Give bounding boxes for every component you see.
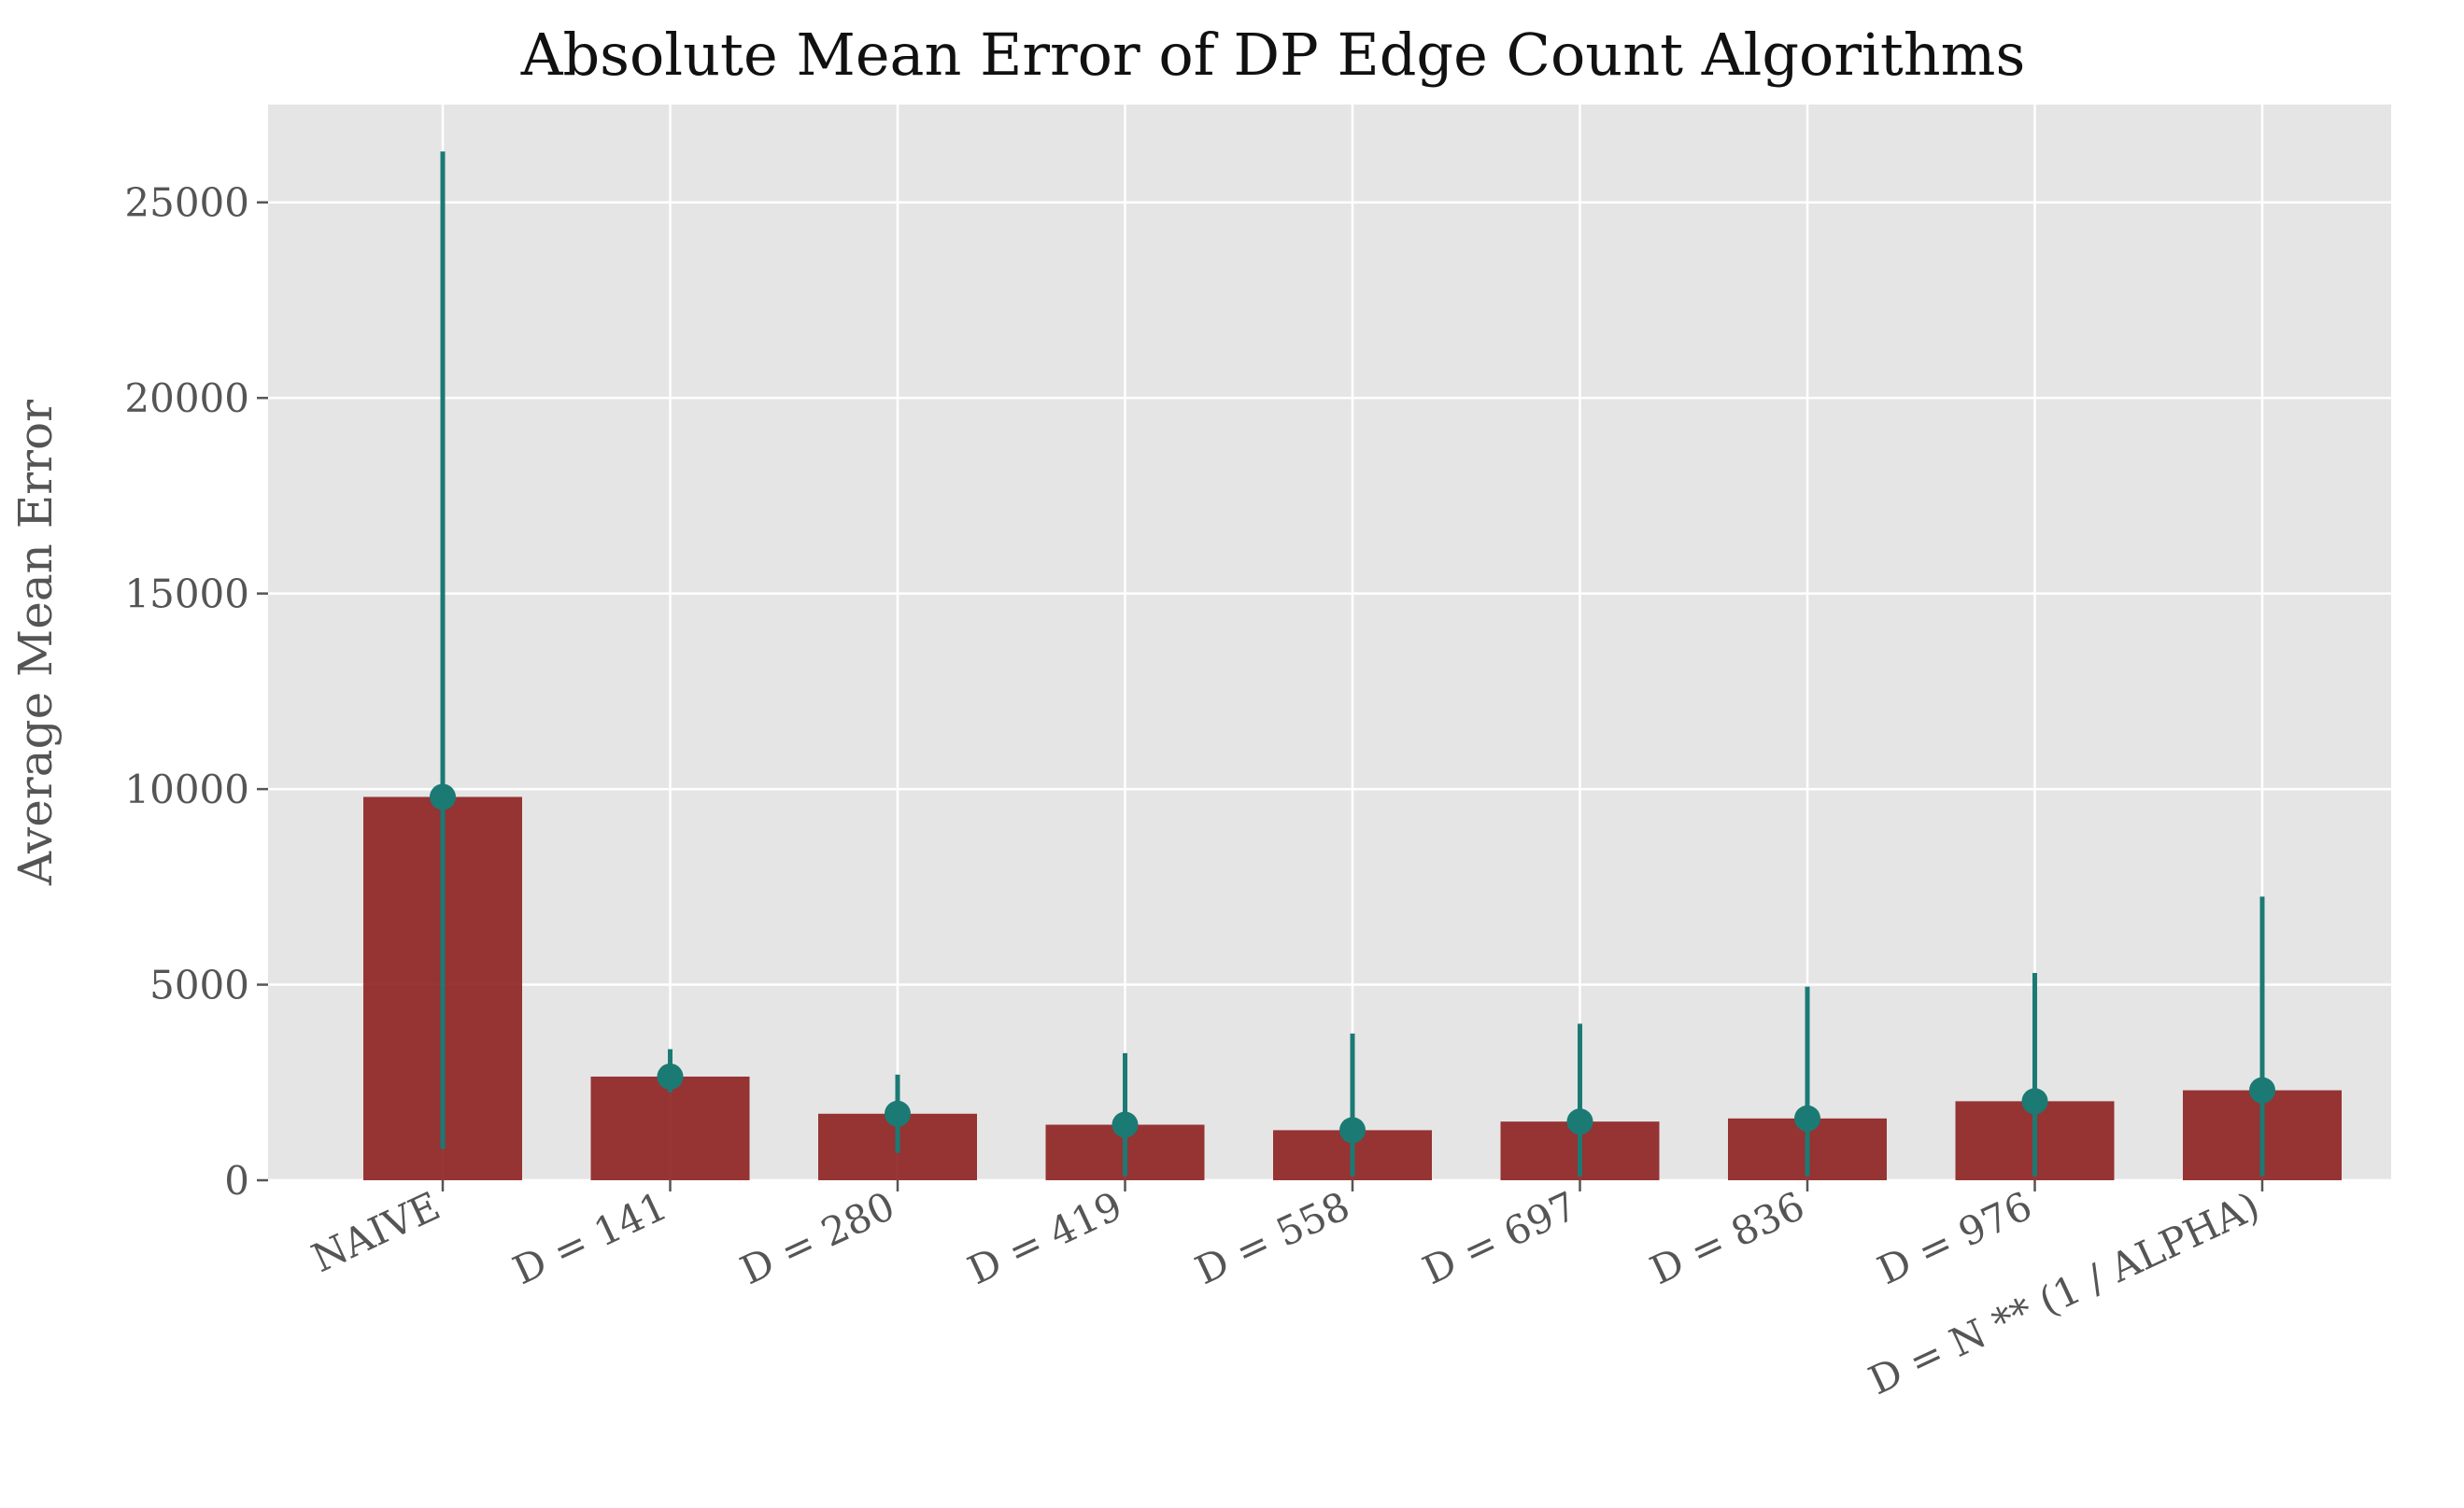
x-tick-label: D = 419: [961, 1183, 1129, 1294]
mean-marker: [657, 1063, 684, 1090]
mean-marker: [885, 1100, 911, 1127]
mean-marker: [1566, 1108, 1593, 1135]
x-tick-label: D = 697: [1416, 1183, 1584, 1294]
mean-marker: [1339, 1117, 1366, 1144]
y-axis-label: Average Mean Error: [8, 400, 63, 886]
mean-marker: [430, 783, 456, 810]
mean-marker: [2249, 1077, 2275, 1104]
chart-title: Absolute Mean Error of DP Edge Count Alg…: [520, 21, 2026, 89]
plot-area: [268, 105, 2391, 1180]
x-tick-label: D = 280: [733, 1183, 901, 1294]
mean-marker: [2021, 1088, 2048, 1115]
y-tick-label: 15000: [124, 571, 249, 617]
mean-marker: [1794, 1105, 1820, 1132]
y-tick-label: 10000: [124, 767, 249, 812]
x-tick-label: D = 976: [1871, 1183, 2039, 1294]
y-tick-label: 0: [224, 1158, 249, 1204]
x-tick-label: D = N ** (1 / ALPHA): [1862, 1183, 2266, 1404]
x-tick-label: D = 558: [1188, 1183, 1356, 1294]
x-tick-label: D = 836: [1643, 1183, 1811, 1294]
bar: [590, 1076, 750, 1180]
x-tick-label: D = 141: [506, 1183, 674, 1294]
y-tick-label: 20000: [124, 375, 249, 421]
y-tick-label: 5000: [149, 963, 249, 1008]
y-tick-label: 25000: [124, 180, 249, 226]
x-tick-label: NAIVE: [304, 1183, 446, 1282]
errorbar-layer: [430, 151, 2275, 1177]
mean-marker: [1112, 1111, 1139, 1138]
